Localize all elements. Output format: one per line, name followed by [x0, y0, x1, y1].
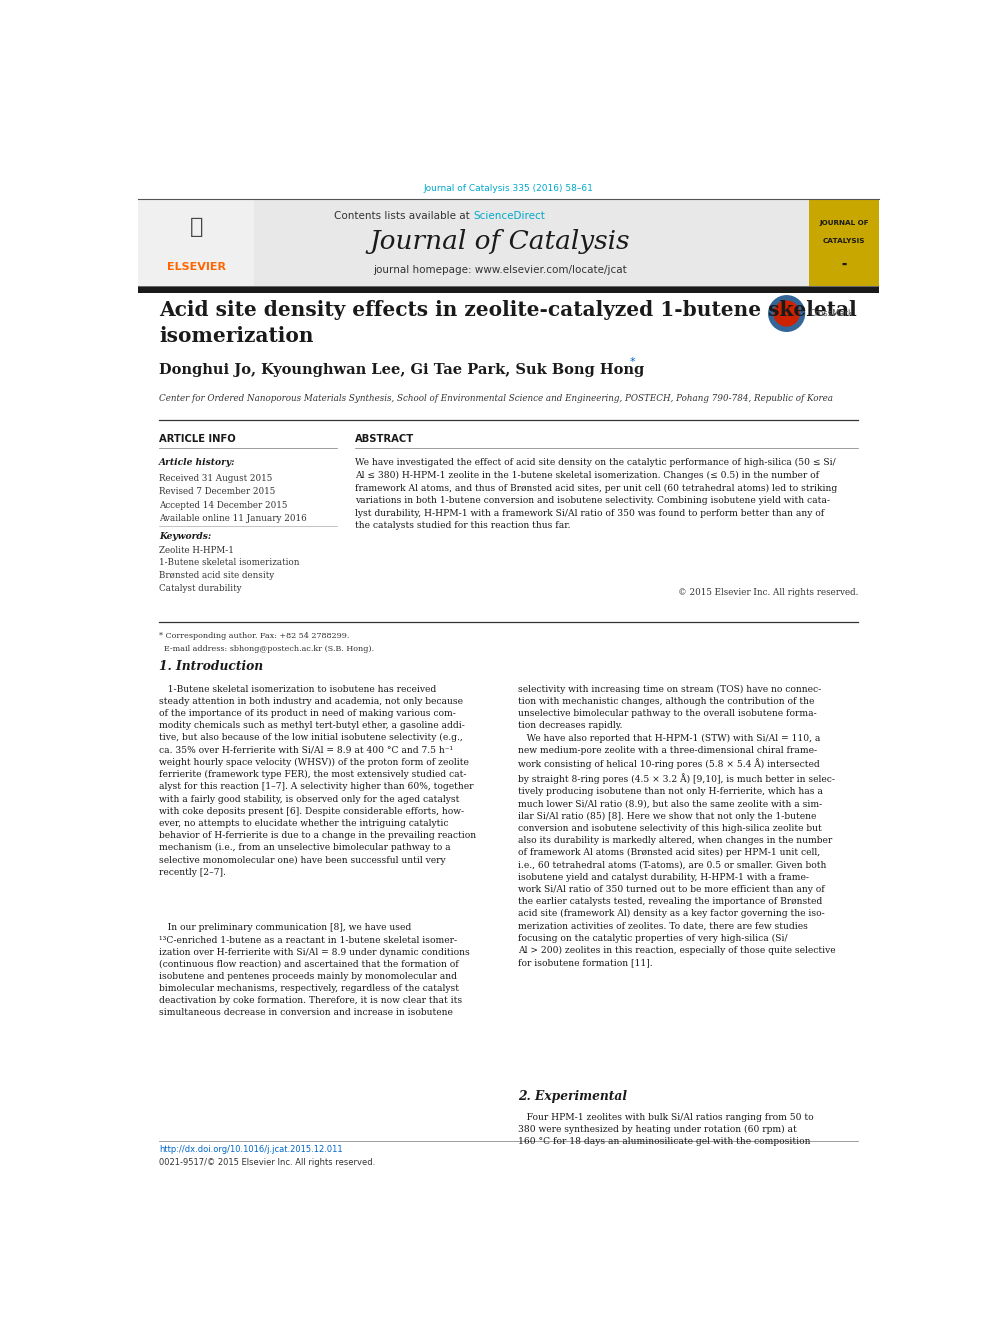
Text: *: *: [629, 357, 635, 368]
Text: journal homepage: www.elsevier.com/locate/jcat: journal homepage: www.elsevier.com/locat…: [373, 266, 627, 275]
Text: 1. Introduction: 1. Introduction: [159, 660, 263, 673]
Text: CrossMark: CrossMark: [809, 310, 854, 318]
Text: Center for Ordered Nanoporous Materials Synthesis, School of Environmental Scien: Center for Ordered Nanoporous Materials …: [159, 394, 833, 402]
Text: Zeolite H-HPM-1: Zeolite H-HPM-1: [159, 545, 234, 554]
Bar: [809, 198, 879, 286]
Text: ▬: ▬: [841, 262, 846, 266]
Text: http://dx.doi.org/10.1016/j.jcat.2015.12.011: http://dx.doi.org/10.1016/j.jcat.2015.12…: [159, 1146, 342, 1154]
Text: ELSEVIER: ELSEVIER: [167, 262, 225, 273]
Text: ARTICLE INFO: ARTICLE INFO: [159, 434, 236, 443]
Text: 0021-9517/© 2015 Elsevier Inc. All rights reserved.: 0021-9517/© 2015 Elsevier Inc. All right…: [159, 1158, 375, 1167]
Text: Keywords:: Keywords:: [159, 532, 211, 541]
Text: 1-Butene skeletal isomerization: 1-Butene skeletal isomerization: [159, 558, 300, 568]
Text: Brønsted acid site density: Brønsted acid site density: [159, 572, 274, 579]
Text: Accepted 14 December 2015: Accepted 14 December 2015: [159, 500, 288, 509]
Text: Donghui Jo, Kyounghwan Lee, Gi Tae Park, Suk Bong Hong: Donghui Jo, Kyounghwan Lee, Gi Tae Park,…: [159, 363, 644, 377]
Text: Contents lists available at: Contents lists available at: [333, 210, 473, 221]
Text: ScienceDirect: ScienceDirect: [473, 210, 546, 221]
Text: Revised 7 December 2015: Revised 7 December 2015: [159, 487, 275, 496]
Text: CATALYSIS: CATALYSIS: [822, 238, 865, 243]
Text: selectivity with increasing time on stream (TOS) have no connec-
tion with mecha: selectivity with increasing time on stre…: [518, 685, 835, 967]
Text: Journal of Catalysis: Journal of Catalysis: [370, 229, 630, 254]
Text: 2. Experimental: 2. Experimental: [518, 1090, 627, 1102]
Text: Four HPM-1 zeolites with bulk Si/Al ratios ranging from 50 to
380 were synthesiz: Four HPM-1 zeolites with bulk Si/Al rati…: [518, 1113, 813, 1146]
Text: Catalyst durability: Catalyst durability: [159, 583, 241, 593]
Text: Acid site density effects in zeolite-catalyzed 1-butene skeletal
isomerization: Acid site density effects in zeolite-cat…: [159, 300, 857, 347]
Bar: [138, 198, 879, 286]
Text: In our preliminary communication [8], we have used
¹³C-enriched 1-butene as a re: In our preliminary communication [8], we…: [159, 923, 469, 1017]
Text: Available online 11 January 2016: Available online 11 January 2016: [159, 515, 307, 523]
Text: E-mail address: sbhong@postech.ac.kr (S.B. Hong).: E-mail address: sbhong@postech.ac.kr (S.…: [159, 644, 374, 652]
Text: 🌿: 🌿: [189, 217, 202, 237]
Bar: [138, 198, 254, 286]
Text: JOURNAL OF: JOURNAL OF: [819, 220, 869, 226]
Text: Received 31 August 2015: Received 31 August 2015: [159, 474, 272, 483]
Bar: [138, 286, 879, 292]
Text: Article history:: Article history:: [159, 458, 235, 467]
Text: 1-Butene skeletal isomerization to isobutene has received
steady attention in bo: 1-Butene skeletal isomerization to isobu…: [159, 685, 476, 877]
Text: We have investigated the effect of acid site density on the catalytic performanc: We have investigated the effect of acid …: [355, 458, 837, 531]
Text: © 2015 Elsevier Inc. All rights reserved.: © 2015 Elsevier Inc. All rights reserved…: [678, 587, 858, 597]
Circle shape: [768, 295, 806, 332]
Text: * Corresponding author. Fax: +82 54 2788299.: * Corresponding author. Fax: +82 54 2788…: [159, 632, 349, 640]
Text: Journal of Catalysis 335 (2016) 58–61: Journal of Catalysis 335 (2016) 58–61: [424, 184, 593, 193]
Circle shape: [774, 300, 800, 327]
Text: ABSTRACT: ABSTRACT: [355, 434, 415, 443]
